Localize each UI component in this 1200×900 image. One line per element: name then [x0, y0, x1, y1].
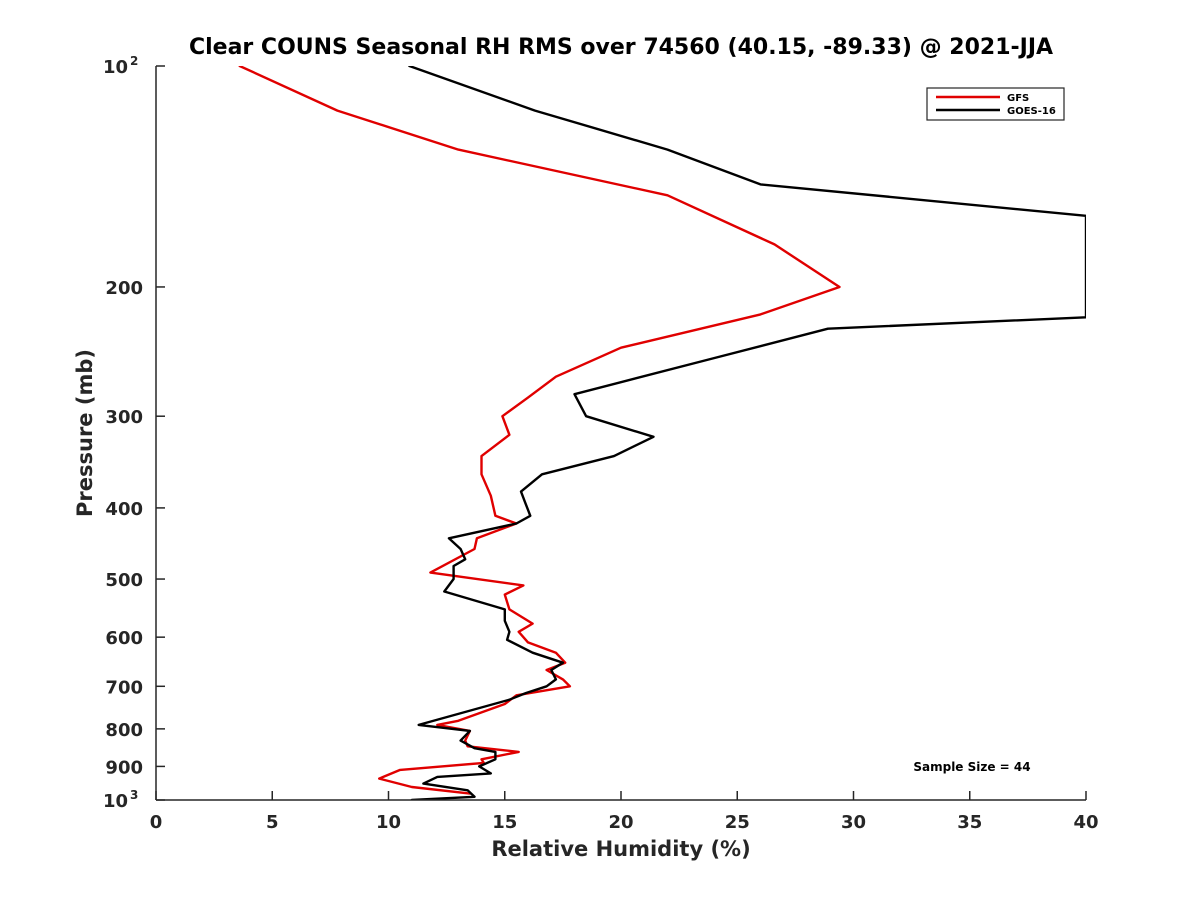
legend-box — [926, 87, 1065, 121]
y-tick-label: 700 — [105, 677, 143, 698]
y-tick-label: 10 — [103, 791, 128, 812]
sample-size-annotation: Sample Size = 44 — [913, 760, 1030, 774]
chart-title: Clear COUNS Seasonal RH RMS over 74560 (… — [189, 35, 1053, 60]
x-axis-ticks: 0 5 10 15 20 25 30 35 40 — [150, 791, 1099, 833]
x-tick-label: 40 — [1073, 812, 1098, 833]
legend-label-goes16: GOES-16 — [1007, 106, 1056, 117]
plot-area — [156, 66, 1086, 800]
y-tick-label: 10 — [103, 57, 128, 78]
x-tick-label: 0 — [150, 812, 163, 833]
x-tick-label: 15 — [492, 812, 517, 833]
x-axis-label: Relative Humidity (%) — [491, 837, 750, 861]
y-tick-label: 300 — [105, 407, 143, 428]
y-tick-label: 600 — [105, 628, 143, 649]
legend: GFS GOES-16 — [926, 87, 1065, 121]
series-line-goes-16 — [408, 66, 1086, 800]
y-tick-label: 900 — [105, 757, 143, 778]
x-tick-label: 10 — [376, 812, 401, 833]
y-tick-label: 200 — [105, 278, 143, 299]
y-axis-label: Pressure (mb) — [73, 349, 97, 517]
x-tick-label: 25 — [725, 812, 750, 833]
y-tick-label: 400 — [105, 499, 143, 520]
x-tick-label: 20 — [608, 812, 633, 833]
x-tick-label: 5 — [266, 812, 279, 833]
legend-label-gfs: GFS — [1007, 93, 1029, 104]
y-tick-exponent: 3 — [130, 788, 138, 802]
series-layer — [238, 66, 1086, 800]
y-tick-exponent: 2 — [130, 54, 138, 68]
x-tick-label: 35 — [957, 812, 982, 833]
y-tick-label: 800 — [105, 720, 143, 741]
x-tick-label: 30 — [841, 812, 866, 833]
y-tick-label: 500 — [105, 570, 143, 591]
